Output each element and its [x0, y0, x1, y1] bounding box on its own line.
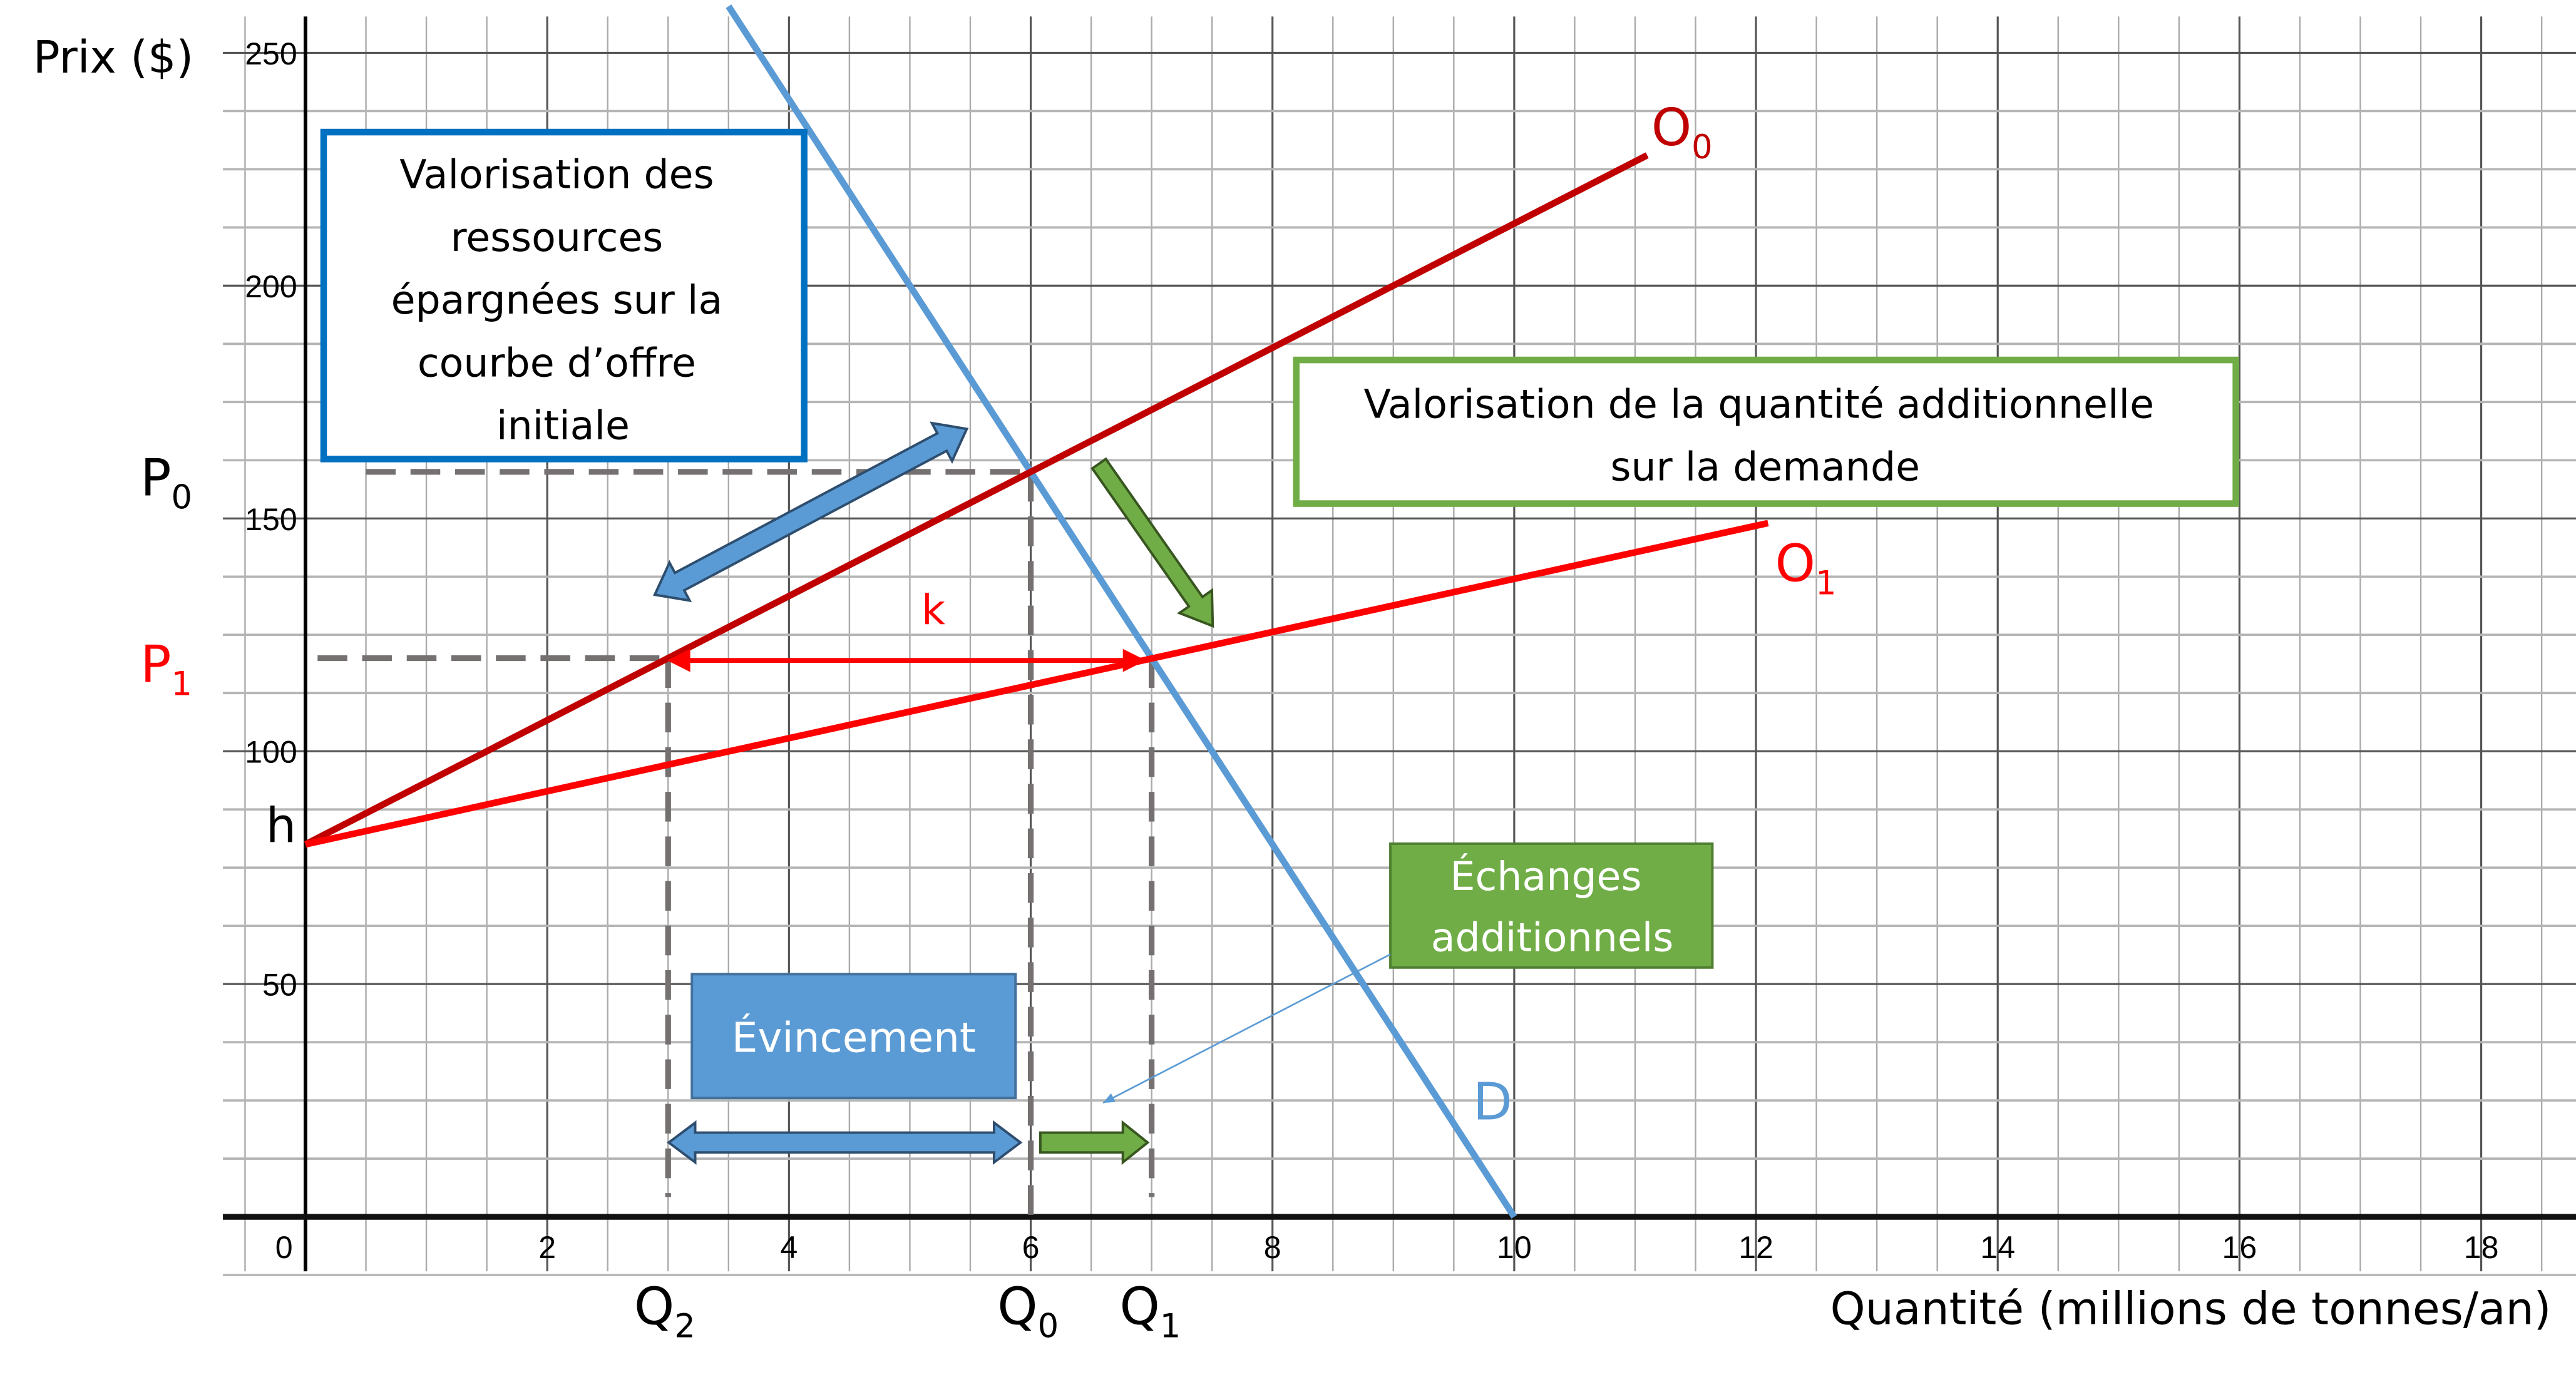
q2-label: Q2	[634, 1277, 695, 1346]
crowding-out-box	[690, 973, 1017, 1100]
curve-o1	[304, 520, 1769, 848]
x-tick-label: 14	[1980, 1230, 2015, 1265]
o0-curve-label: O0	[1651, 98, 1713, 166]
p1-label: P1	[140, 635, 192, 703]
x-tick-label: 4	[780, 1230, 798, 1265]
additional-trade-text: Échanges additionnels	[1431, 852, 1674, 961]
k-double-arrow	[667, 648, 1146, 672]
crowding-out-text: Évincement	[732, 1013, 976, 1062]
q1-label: Q1	[1119, 1277, 1181, 1346]
curves	[304, 4, 1769, 1219]
x-tick-label: 8	[1264, 1230, 1281, 1265]
x-tick-label: 10	[1497, 1230, 1532, 1265]
p0-label: P0	[140, 448, 192, 516]
h-label: h	[266, 798, 296, 854]
x-tick-label: 18	[2464, 1230, 2499, 1265]
curve-o0	[304, 152, 1649, 847]
o1-curve-label: O1	[1775, 535, 1837, 603]
x-tick-label: 12	[1738, 1230, 1773, 1265]
tick-labels: 0 2 4 6 8 10 12 14 16 18 50 100 150 200 250	[245, 36, 2498, 1265]
k-label: k	[921, 586, 945, 634]
q0-label: Q0	[997, 1277, 1059, 1346]
x-axis-label: Quantité (millions de tonnes/an)	[1830, 1283, 2552, 1335]
additional-trade-pointer	[1102, 953, 1391, 1104]
guide-lines	[317, 469, 1155, 1222]
demand-valuation-text: Valorisation de la quantité additionnell…	[1363, 381, 2167, 489]
x-tick-label: 6	[1022, 1230, 1040, 1265]
resources-valuation-box	[320, 128, 808, 463]
x-tick-label: 2	[538, 1230, 556, 1265]
x-tick-label: 16	[2222, 1230, 2257, 1265]
y-axis-label: Prix ($)	[33, 31, 193, 83]
resources-valuation-text: Valorisation des ressources épargnées su…	[391, 151, 736, 449]
y-tick-label: 250	[245, 36, 297, 71]
y-tick-label: 100	[245, 735, 297, 770]
y-tick-label: 200	[245, 269, 297, 304]
d-curve-label: D	[1473, 1072, 1512, 1132]
y-tick-label: 150	[245, 502, 297, 537]
curve-d	[726, 4, 1517, 1219]
y-tick-label: 50	[262, 968, 297, 1003]
additional-trade-arrow	[1039, 1120, 1150, 1165]
crowding-out-double-arrow	[667, 1120, 1023, 1165]
demand-arrow	[1090, 457, 1214, 628]
additional-trade-box	[1389, 842, 1714, 969]
resources-double-arrow	[653, 421, 969, 603]
x-tick-label: 0	[275, 1230, 293, 1265]
demand-valuation-box	[1293, 356, 2239, 507]
